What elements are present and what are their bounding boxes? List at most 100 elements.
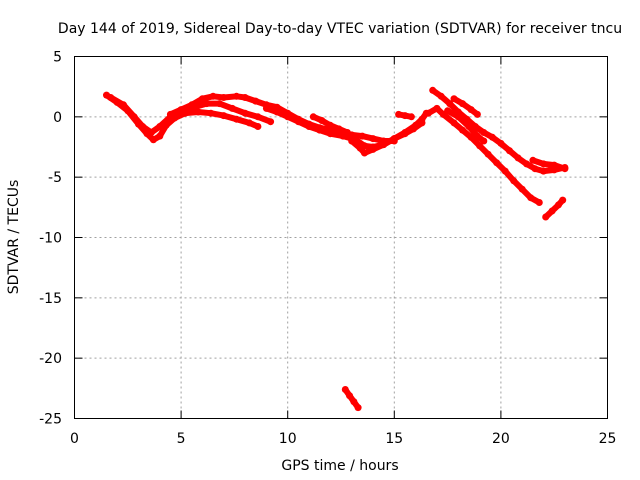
data-point [354,404,362,412]
data-point [305,123,313,130]
series-track-13 [542,196,567,221]
data-point [550,161,558,169]
series-track-9 [429,86,569,175]
data-point [493,159,501,167]
data-point [188,101,196,109]
y-tick-label: 0 [53,110,62,126]
data-point [531,165,539,173]
series-track-11 [450,95,481,118]
series-track-10 [444,107,488,145]
data-point [120,101,127,109]
data-point [198,95,206,103]
data-point [245,119,253,127]
data-point [216,100,223,108]
y-tick-label: -10 [39,231,62,247]
data-point [395,110,403,118]
data-point [429,86,437,94]
series-line [167,93,398,144]
data-series [103,86,569,412]
data-point [156,123,164,130]
data-point [424,109,432,117]
series-line [451,95,481,118]
data-point [380,141,388,149]
data-point [444,107,452,115]
data-point [343,129,351,136]
x-tick-label: 5 [177,431,186,447]
data-point [220,112,228,120]
data-point [262,104,270,112]
data-point [484,150,492,158]
series-line [429,87,568,175]
series-track-14 [341,386,362,412]
data-point [309,113,317,121]
y-axis-title: SDTVAR / TECUs [6,180,22,295]
data-point [316,126,324,134]
data-point [358,132,366,140]
series-track-5 [309,113,351,136]
data-point [497,139,505,147]
data-point [418,119,426,127]
data-point [267,118,275,126]
data-point [501,167,509,175]
data-point [559,196,567,204]
data-point [346,392,353,400]
data-point [459,100,466,108]
data-point [341,386,349,393]
data-point [348,137,356,145]
data-point [326,130,334,138]
data-point [523,160,530,168]
data-point [540,160,547,168]
data-point [467,106,475,114]
y-tick-label: -20 [39,351,62,367]
data-point [401,112,409,120]
data-point [220,94,228,101]
data-point [529,156,537,164]
data-point [254,113,262,121]
data-point [450,119,458,127]
y-tick-labels: 5 0 -5 -10 -15 -20 -25 [39,50,62,428]
data-point [139,123,147,130]
data-point [407,113,415,121]
data-point [326,121,334,129]
data-point [369,135,377,143]
data-point [369,145,377,153]
x-tick-label: 0 [70,431,79,447]
data-point [390,135,398,143]
data-point [356,144,364,152]
chart-title: Day 144 of 2019, Sidereal Day-to-day VTE… [58,21,622,37]
data-point [241,109,249,117]
data-point [177,106,185,114]
series-track-6 [348,119,426,157]
y-tick-label: -5 [48,170,62,186]
data-point [209,92,217,100]
data-point [252,97,260,105]
data-point [284,113,292,121]
x-tick-label: 25 [599,431,617,447]
data-point [467,133,475,141]
data-point [433,104,441,112]
data-point [480,129,488,136]
data-point [450,95,458,103]
data-point [166,110,174,118]
data-point [350,398,358,406]
data-point [473,110,481,118]
data-point [194,108,202,116]
data-point [555,201,562,209]
data-point [488,133,496,141]
data-point [540,167,547,175]
data-point [459,126,466,134]
series-track-8 [424,104,543,206]
data-point [446,100,454,108]
x-axis-title: GPS time / hours [281,458,398,474]
data-point [241,94,249,101]
data-point [465,123,473,130]
data-point [401,130,409,138]
data-point [318,117,326,124]
data-point [254,123,262,130]
data-point [505,147,513,155]
data-point [535,199,543,206]
data-point [518,185,526,193]
data-point [228,104,236,112]
data-point [149,136,157,144]
